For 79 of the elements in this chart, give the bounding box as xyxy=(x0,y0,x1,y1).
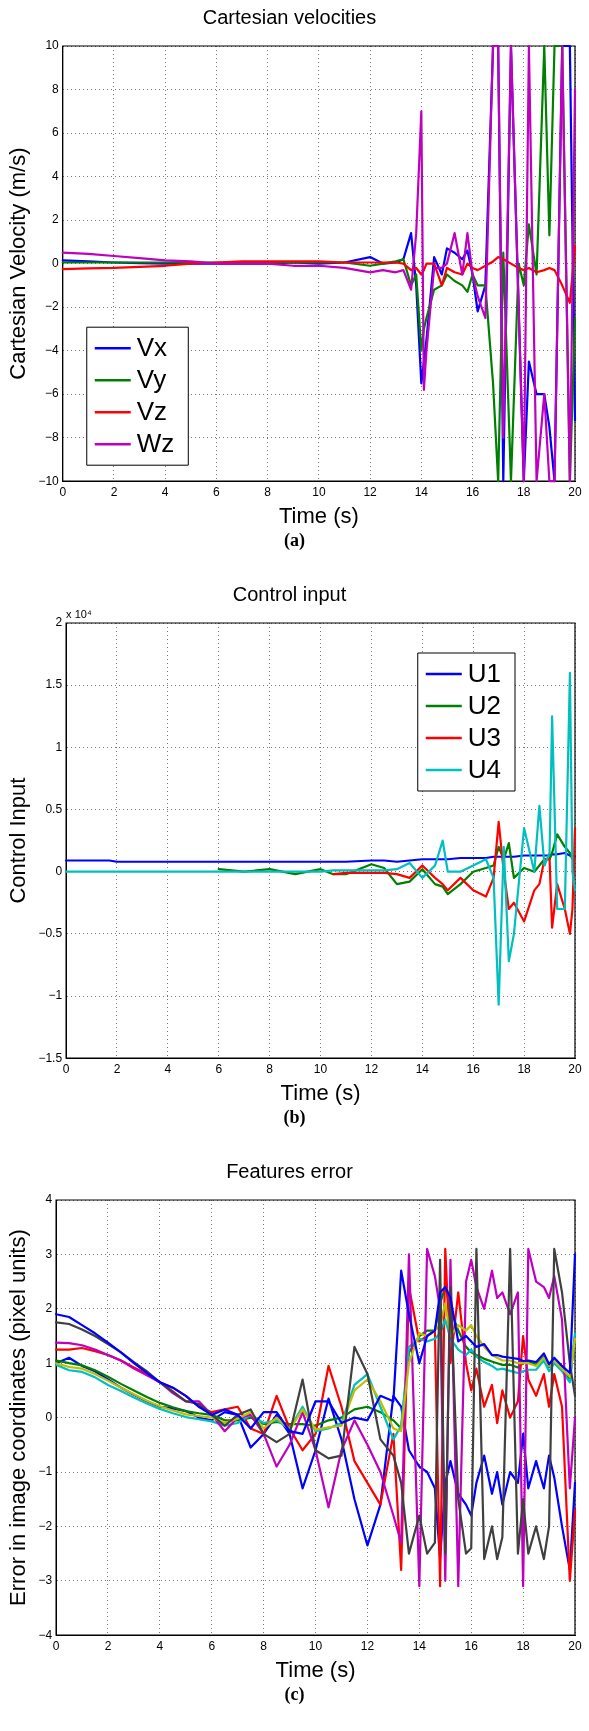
x-tick-label: 6 xyxy=(215,1061,223,1076)
y-tick-label: 3 xyxy=(45,1246,53,1261)
y-tick-label: 1.5 xyxy=(45,677,63,692)
y-axis-title: Error in image coordinates (pixel units) xyxy=(5,1229,31,1606)
x-tick-label: 12 xyxy=(364,1061,379,1076)
x-tick-label: 2 xyxy=(104,1638,112,1653)
y-tick-label: −6 xyxy=(45,386,60,401)
y-tick-label: −4 xyxy=(45,342,60,357)
x-tick-label: 18 xyxy=(517,484,531,499)
legend-label: U2 xyxy=(467,690,502,721)
x-axis-title: Time (s) xyxy=(280,1079,361,1105)
x-tick-label: 16 xyxy=(464,1638,479,1653)
y-tick-label: −0.5 xyxy=(38,926,63,941)
y-tick-label: 2 xyxy=(55,615,63,630)
y-tick-label: 0 xyxy=(52,255,60,270)
x-tick-label: 12 xyxy=(363,484,378,499)
chart-title: Control input xyxy=(232,582,347,605)
y-tick-label: 0 xyxy=(45,1409,53,1424)
x-tick-label: 6 xyxy=(208,1638,216,1653)
x-tick-label: 6 xyxy=(213,484,221,499)
y-tick-label: −1 xyxy=(38,1464,53,1479)
x-tick-label: 8 xyxy=(266,1061,274,1076)
y-tick-label: 0.5 xyxy=(45,801,63,816)
y-tick-label: 8 xyxy=(52,81,60,96)
x-tick-label: 16 xyxy=(466,1061,481,1076)
y-tick-label: 1 xyxy=(55,739,63,754)
x-tick-label: 20 xyxy=(568,484,582,499)
y-axis-title: Control Input xyxy=(5,777,31,904)
y-tick-label: −8 xyxy=(45,429,60,444)
y-tick-label: 4 xyxy=(52,168,60,183)
x-tick-label: 14 xyxy=(414,484,429,499)
legend-label: U1 xyxy=(467,658,502,689)
legend-label: Wz xyxy=(136,428,175,459)
y-tick-label: 2 xyxy=(45,1301,53,1316)
x-tick-label: 18 xyxy=(516,1638,531,1653)
x-tick-label: 10 xyxy=(308,1638,323,1653)
x-tick-label: 14 xyxy=(412,1638,427,1653)
x-tick-label: 4 xyxy=(161,484,169,499)
chart-title: Features error xyxy=(226,1159,354,1182)
text: (b) xyxy=(282,1107,307,1128)
y-tick-label: −2 xyxy=(38,1518,53,1533)
y-tick-label: 6 xyxy=(52,125,60,140)
y-tick-label: −10 xyxy=(38,473,60,488)
x-tick-label: 8 xyxy=(264,484,272,499)
x-tick-label: 10 xyxy=(312,484,326,499)
legend-label: Vy xyxy=(136,364,167,395)
y-tick-label: −1 xyxy=(48,988,63,1003)
y-tick-label: −1.5 xyxy=(38,1050,63,1065)
y-tick-label: 0 xyxy=(55,864,63,878)
y-tick-label: −3 xyxy=(38,1573,53,1588)
x-tick-label: 10 xyxy=(313,1061,328,1076)
legend-label: Vx xyxy=(136,332,168,363)
y-tick-label: 10 xyxy=(45,38,60,53)
legend-label: U4 xyxy=(467,754,502,785)
x-tick-label: 14 xyxy=(415,1061,430,1076)
x-tick-label: 20 xyxy=(568,1638,582,1653)
y-tick-label: 1 xyxy=(45,1355,53,1370)
y-tick-label: 2 xyxy=(52,212,60,227)
x-axis-title: Time (s) xyxy=(278,502,359,528)
y-tick-label: −2 xyxy=(45,299,60,314)
x-tick-label: 16 xyxy=(465,484,480,499)
x-tick-label: 12 xyxy=(360,1638,375,1653)
x-tick-label: 8 xyxy=(260,1638,268,1653)
y-tick-label: 4 xyxy=(45,1192,53,1207)
text: (a) xyxy=(283,530,306,551)
chart-title: Cartesian velocities xyxy=(202,5,377,28)
x-tick-label: 18 xyxy=(517,1061,532,1076)
x-axis-title: Time (s) xyxy=(275,1656,356,1682)
text: (c) xyxy=(283,1684,306,1705)
y-axis-title: Cartesian Velocity (m/s) xyxy=(5,147,31,380)
x-tick-label: 4 xyxy=(156,1638,164,1653)
x-tick-label: 2 xyxy=(113,1061,121,1076)
legend-label: Vz xyxy=(136,396,168,427)
x-tick-label: 4 xyxy=(164,1061,172,1076)
text: x 10⁴ xyxy=(66,607,92,620)
x-tick-label: 20 xyxy=(568,1061,582,1076)
y-tick-label: −4 xyxy=(38,1627,53,1642)
x-tick-label: 2 xyxy=(110,484,118,499)
legend-label: U3 xyxy=(467,722,502,753)
